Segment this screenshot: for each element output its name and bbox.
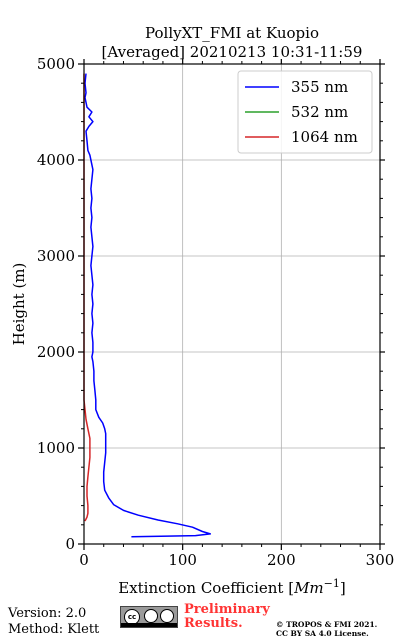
y-tick-label: 2000 <box>37 343 75 361</box>
method-text: Method: Klett <box>8 622 100 637</box>
legend-label: 532 nm <box>291 103 348 121</box>
x-axis-label: Extinction Coefficient [Mm−1] <box>118 577 345 597</box>
x-tick-label: 0 <box>79 551 89 569</box>
x-tick-label: 100 <box>168 551 197 569</box>
y-tick-label: 4000 <box>37 151 75 169</box>
copyright-note: © TROPOS & FMI 2021. CC BY SA 4.0 Licens… <box>276 620 377 638</box>
extinction-profile-chart: PollyXT_FMI at Kuopio [Averaged] 2021021… <box>10 24 395 597</box>
series-line <box>84 73 212 538</box>
cc-license-badge-icon: cc <box>120 606 178 628</box>
y-tick-label: 5000 <box>37 55 75 73</box>
y-tick-label: 1000 <box>37 439 75 457</box>
preliminary-results-note: Preliminary Results. <box>184 603 270 631</box>
series-lines <box>83 73 212 538</box>
plot-frame <box>83 63 381 545</box>
x-tick-label: 300 <box>366 551 395 569</box>
legend: 355 nm 532 nm 1064 nm <box>237 70 373 154</box>
copyright-line-2: CC BY SA 4.0 License. <box>276 629 369 638</box>
y-tick-label: 0 <box>65 535 75 553</box>
y-axis-label: Height (m) <box>10 263 28 346</box>
legend-label: 1064 nm <box>291 128 358 146</box>
chart-title: PollyXT_FMI at Kuopio <box>145 24 319 42</box>
legend-label: 355 nm <box>291 78 348 96</box>
legend-box <box>237 70 373 154</box>
preliminary-line-1: Preliminary <box>184 602 270 617</box>
version-text: Version: 2.0 <box>8 606 87 621</box>
copyright-line-1: © TROPOS & FMI 2021. <box>276 620 378 629</box>
y-tick-label: 3000 <box>37 247 75 265</box>
chart-subtitle: [Averaged] 20210213 10:31-11:59 <box>102 43 363 61</box>
x-tick-label: 200 <box>267 551 296 569</box>
preliminary-line-2: Results. <box>184 616 243 631</box>
